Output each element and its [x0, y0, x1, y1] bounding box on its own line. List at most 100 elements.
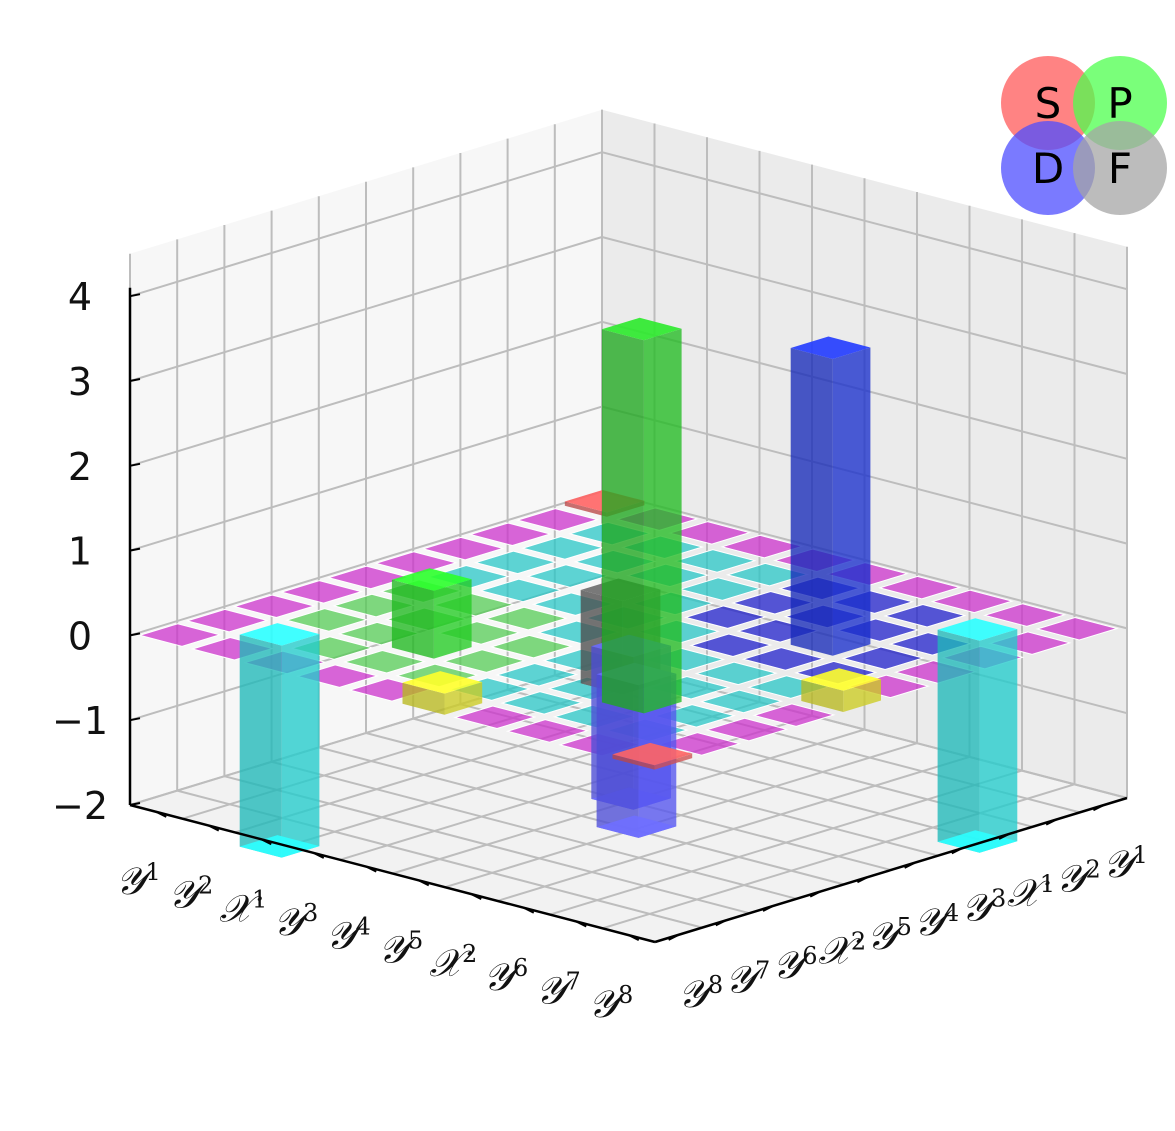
base-tile [342, 649, 427, 674]
right-axis-tick [1045, 818, 1057, 826]
wall-grid-line [601, 236, 1128, 375]
base-tile [421, 536, 505, 561]
bar-face-right [832, 347, 871, 656]
bar-face-left [601, 329, 644, 714]
axis-lines [128, 287, 1128, 944]
left-axis-label: 𝒳1 [219, 885, 267, 930]
bar-face-bottom [239, 835, 320, 858]
right-axis-tick [809, 890, 821, 898]
base-tile [515, 508, 600, 532]
right-axis-label: 𝒴2 [1056, 856, 1101, 901]
base-tile [232, 594, 316, 619]
wall-grid-line [129, 151, 603, 298]
bar [801, 668, 881, 712]
base-tile [1035, 616, 1119, 641]
bar-face-right [979, 629, 1018, 853]
left-axis-label: 𝒴4 [326, 913, 371, 958]
left-axis-line [129, 803, 656, 944]
right-axis-tick [715, 919, 727, 927]
legend-circle [1073, 121, 1167, 215]
base-tile [678, 577, 762, 601]
bar-face-right [643, 328, 682, 714]
wall-grid-line [129, 660, 603, 806]
left-axis-tick [523, 906, 535, 914]
z-tick-label: 3 [68, 360, 92, 404]
wall-grid-line [129, 320, 603, 467]
z-tick-label: −1 [52, 699, 108, 743]
bar-face-left [239, 634, 282, 858]
base-tile [741, 647, 826, 671]
base-tile [374, 551, 458, 575]
base-tile [673, 549, 757, 573]
bar [601, 317, 682, 714]
right-axis-tick [668, 933, 680, 941]
base-tile [505, 719, 590, 743]
base-tile [720, 534, 804, 559]
left-axis-tick [313, 852, 325, 859]
left-axis-tick [575, 920, 587, 928]
base-tile [500, 691, 584, 715]
bar-face-left [564, 501, 607, 517]
legend-letter: S [1035, 79, 1062, 128]
right-axis-label: 𝒳2 [818, 928, 866, 973]
legend-letter: P [1107, 79, 1132, 128]
z-tick-label: −2 [52, 784, 108, 828]
left-axis-tick [155, 810, 167, 818]
left-axis-label: 𝒴8 [588, 981, 633, 1026]
right-axis-label: 𝒳1 [1007, 870, 1055, 915]
bar-face-left [612, 754, 655, 770]
bar-face-bottom [937, 830, 1018, 853]
right-axis-label: 𝒴4 [914, 899, 959, 944]
z-tick-labels: 4 3 2 1 0 −1 −2 [52, 275, 141, 828]
left-axis-tick [365, 865, 377, 873]
base-tile [883, 603, 967, 628]
right-axis-label: 𝒴8 [678, 971, 723, 1016]
z-tick-mark [129, 717, 141, 722]
right-axis-tick [998, 833, 1010, 840]
bar-face-top [239, 623, 320, 646]
bar [391, 568, 472, 659]
left-axis-label: 𝒴6 [483, 954, 528, 999]
wall-grid-line [601, 151, 1128, 291]
legend-letter: D [1032, 144, 1064, 193]
bar-face-top [601, 317, 682, 341]
left-axis-label: 𝒴7 [536, 967, 581, 1012]
bar-face-top [790, 336, 871, 359]
base-tile [453, 705, 537, 730]
bar-face-top [801, 668, 881, 691]
bar-face-right [654, 753, 693, 770]
base-tile [526, 564, 610, 588]
legend-letter: F [1108, 144, 1132, 193]
bar [790, 336, 871, 656]
base-tile [473, 550, 558, 575]
base-tile [689, 633, 773, 658]
z-tick-label: 0 [68, 614, 92, 658]
bar-face-right [281, 634, 320, 858]
bar-face-bottom [596, 815, 677, 838]
base-tile [479, 578, 563, 603]
base-tile [279, 580, 364, 604]
base-tile [683, 605, 768, 629]
base-tile [705, 717, 789, 742]
base-tile [285, 608, 369, 632]
legend-venn: S PD F [1001, 56, 1167, 215]
left-axis-label: 𝒴3 [273, 899, 318, 944]
left-axis-tick [208, 824, 220, 832]
base-tile [468, 522, 552, 547]
left-axis-tick [628, 934, 640, 942]
left-axis-tick [260, 838, 272, 846]
bar-face-left [790, 348, 833, 656]
z-tick-mark [129, 462, 141, 467]
right-axis-label: 𝒴6 [772, 942, 817, 987]
right-axis-tick [856, 876, 868, 884]
right-axis-label: 𝒴5 [867, 913, 912, 958]
bar-face-right [843, 679, 881, 712]
left-axis-tick [470, 893, 482, 900]
base-tile [484, 606, 568, 631]
bar [937, 618, 1018, 853]
left-axis-label: 𝒴5 [378, 926, 423, 971]
bar [612, 742, 693, 770]
